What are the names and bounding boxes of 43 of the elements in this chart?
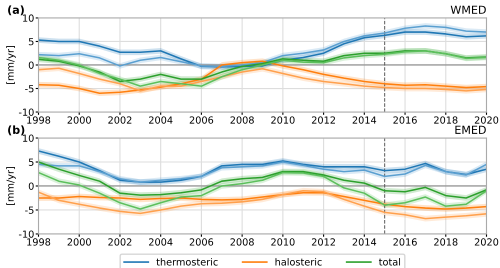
x-tick-label: 2000 [68,116,91,124]
y-tick-label: -5 [25,85,34,92]
x-tick-label: 2018 [434,238,458,246]
x-tick-label: 2016 [393,238,417,246]
x-tick-label: 2006 [190,116,214,124]
x-tick-label: 2004 [149,116,173,124]
x-tick-label: 2010 [271,238,295,246]
y-tick-label: 5 [28,38,34,46]
x-tick-label: 2012 [312,116,335,124]
y-axis-title: [mm/yr] [6,167,16,205]
x-tick-label: 2010 [271,116,295,124]
chart-subtitle: EMED [455,126,486,134]
y-tick-label: 10 [23,14,34,22]
x-tick-label: 1998 [27,116,50,124]
x-tick-label: 2000 [68,238,91,246]
chart-title: (a) [8,5,24,16]
legend-label: total [378,258,400,266]
y-tick-label: 0 [28,61,34,69]
x-tick-label: 2004 [149,238,173,246]
x-tick-label: 1998 [27,238,50,246]
y-tick-label: 10 [23,134,34,142]
x-tick-label: 2018 [434,116,458,124]
x-tick-label: 2014 [352,116,376,124]
y-tick-label: -10 [18,230,34,238]
y-tick-label: 0 [28,182,34,190]
x-tick-label: 2020 [474,238,498,246]
chart-subtitle: WMED [450,6,486,14]
x-tick-label: 2020 [474,116,498,124]
legend-label: halosteric [276,258,322,266]
legend-label: thermosteric [156,258,218,266]
y-tick-label: -10 [18,108,34,116]
x-tick-label: 2012 [312,238,335,246]
x-tick-label: 2014 [352,238,376,246]
y-tick-label: 5 [28,158,34,166]
y-axis-title: [mm/yr] [6,46,16,84]
x-tick-label: 2002 [108,116,132,124]
x-tick-label: 2016 [393,116,417,124]
x-tick-label: 2008 [230,238,254,246]
x-tick-label: 2008 [230,116,254,124]
x-tick-label: 2006 [190,238,214,246]
chart-title: (b) [8,125,24,136]
x-tick-label: 2002 [108,238,132,246]
y-tick-label: -5 [25,206,34,214]
